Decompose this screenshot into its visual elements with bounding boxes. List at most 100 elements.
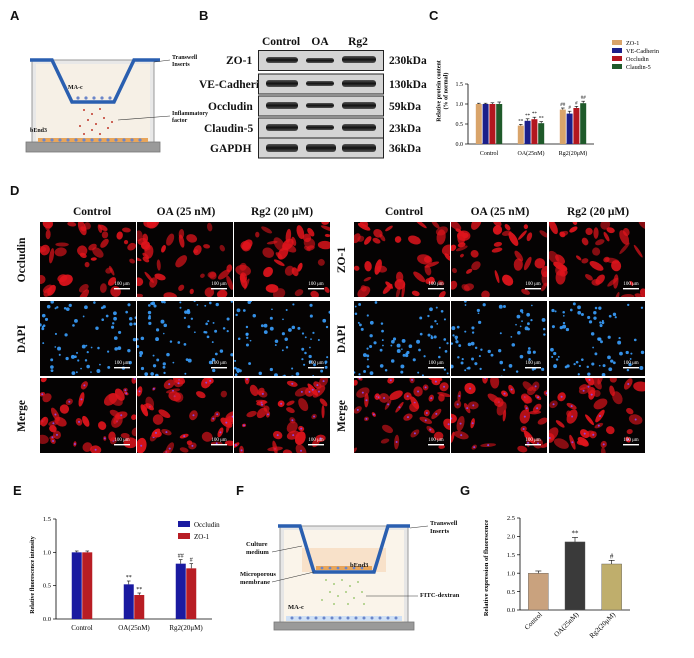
nucleus: [597, 424, 600, 427]
nucleus: [511, 343, 516, 347]
cell: [629, 280, 634, 286]
nucleus: [205, 322, 208, 326]
nucleus: [551, 355, 554, 358]
nucleus: [522, 428, 525, 431]
nucleus: [369, 371, 374, 375]
nucleus: [354, 312, 358, 316]
cell: [526, 232, 533, 242]
cell: [595, 274, 605, 285]
nucleus: [129, 322, 133, 326]
nucleus: [484, 378, 487, 380]
nucleus: [601, 373, 606, 376]
nucleus: [252, 314, 257, 318]
cell: [354, 379, 358, 386]
cell: [149, 277, 158, 288]
bar: [134, 595, 145, 619]
cell: [272, 440, 278, 453]
nucleus: [162, 362, 166, 366]
nucleus: [274, 339, 279, 343]
cell: [158, 409, 171, 419]
nucleus: [154, 373, 159, 376]
nucleus: [459, 422, 462, 425]
d-left-row-2: Merge: [16, 400, 28, 432]
nucleus: [467, 366, 471, 370]
nucleus: [542, 327, 546, 331]
cell: [217, 269, 230, 280]
nucleus: [41, 327, 45, 331]
nucleus: [360, 327, 364, 331]
nucleus: [84, 305, 88, 310]
nucleus: [612, 361, 616, 365]
scale-label: 100 μm: [525, 282, 540, 287]
y-tick-label: 1.0: [456, 102, 464, 108]
nucleus: [160, 301, 165, 304]
nucleus: [162, 365, 166, 369]
nucleus: [478, 320, 482, 324]
micrograph-background: [40, 301, 136, 376]
cell: [593, 398, 608, 410]
cell: [161, 245, 166, 253]
scale-label: 100 μm: [211, 282, 226, 287]
nucleus: [214, 352, 218, 356]
nucleus: [148, 321, 152, 326]
nucleus: [291, 375, 294, 376]
nucleus: [599, 324, 603, 328]
nucleus: [65, 356, 69, 361]
cell: [140, 404, 149, 417]
nucleus: [168, 447, 171, 450]
nucleus: [527, 322, 530, 326]
nucleus: [626, 368, 630, 372]
cell: [606, 227, 615, 234]
nucleus: [154, 431, 157, 434]
cell: [92, 247, 104, 258]
cell: [354, 447, 358, 453]
nucleus: [510, 335, 513, 338]
nucleus: [137, 345, 140, 349]
cell: [178, 284, 185, 291]
cell: [320, 225, 330, 232]
nucleus: [599, 321, 602, 324]
nucleus: [304, 351, 307, 355]
cell: [451, 431, 455, 443]
bar: [489, 104, 496, 144]
nucleus: [400, 364, 405, 369]
nucleus: [249, 339, 252, 342]
significance-mark: #: [575, 101, 578, 106]
nucleus: [502, 368, 506, 372]
cell: [518, 230, 527, 240]
nucleus: [324, 365, 328, 369]
micrograph-right-1-0: 100 μm: [354, 301, 450, 376]
nucleus: [308, 354, 312, 359]
nucleus: [128, 317, 133, 321]
scale-label: 100 μm: [428, 438, 443, 443]
legend-swatch: [178, 533, 190, 539]
cell: [82, 415, 90, 427]
nucleus: [216, 413, 219, 416]
nucleus: [207, 320, 210, 323]
nucleus: [608, 367, 613, 372]
nucleus: [598, 306, 602, 310]
d-left-col-2: Rg2 (20 μM): [250, 206, 314, 218]
scale-bar: [525, 367, 541, 369]
scale-bar: [211, 444, 227, 446]
nucleus: [243, 424, 246, 427]
cell: [282, 449, 293, 453]
cell: [42, 393, 52, 403]
nucleus: [295, 372, 300, 376]
nucleus: [172, 361, 175, 364]
blot-col-control: Control: [261, 36, 301, 48]
nucleus: [438, 355, 441, 359]
cell: [493, 241, 503, 247]
nucleus: [527, 327, 530, 331]
nucleus: [601, 321, 605, 325]
nucleus: [429, 428, 432, 431]
cell: [78, 289, 90, 297]
nucleus: [209, 301, 212, 305]
nucleus: [418, 348, 421, 352]
nucleus: [607, 355, 611, 360]
micrograph-left-1-0: 100 μm: [40, 301, 136, 376]
nucleus: [366, 347, 369, 350]
nucleus: [443, 318, 447, 321]
significance-mark: ##: [581, 96, 587, 101]
nucleus: [537, 396, 540, 399]
